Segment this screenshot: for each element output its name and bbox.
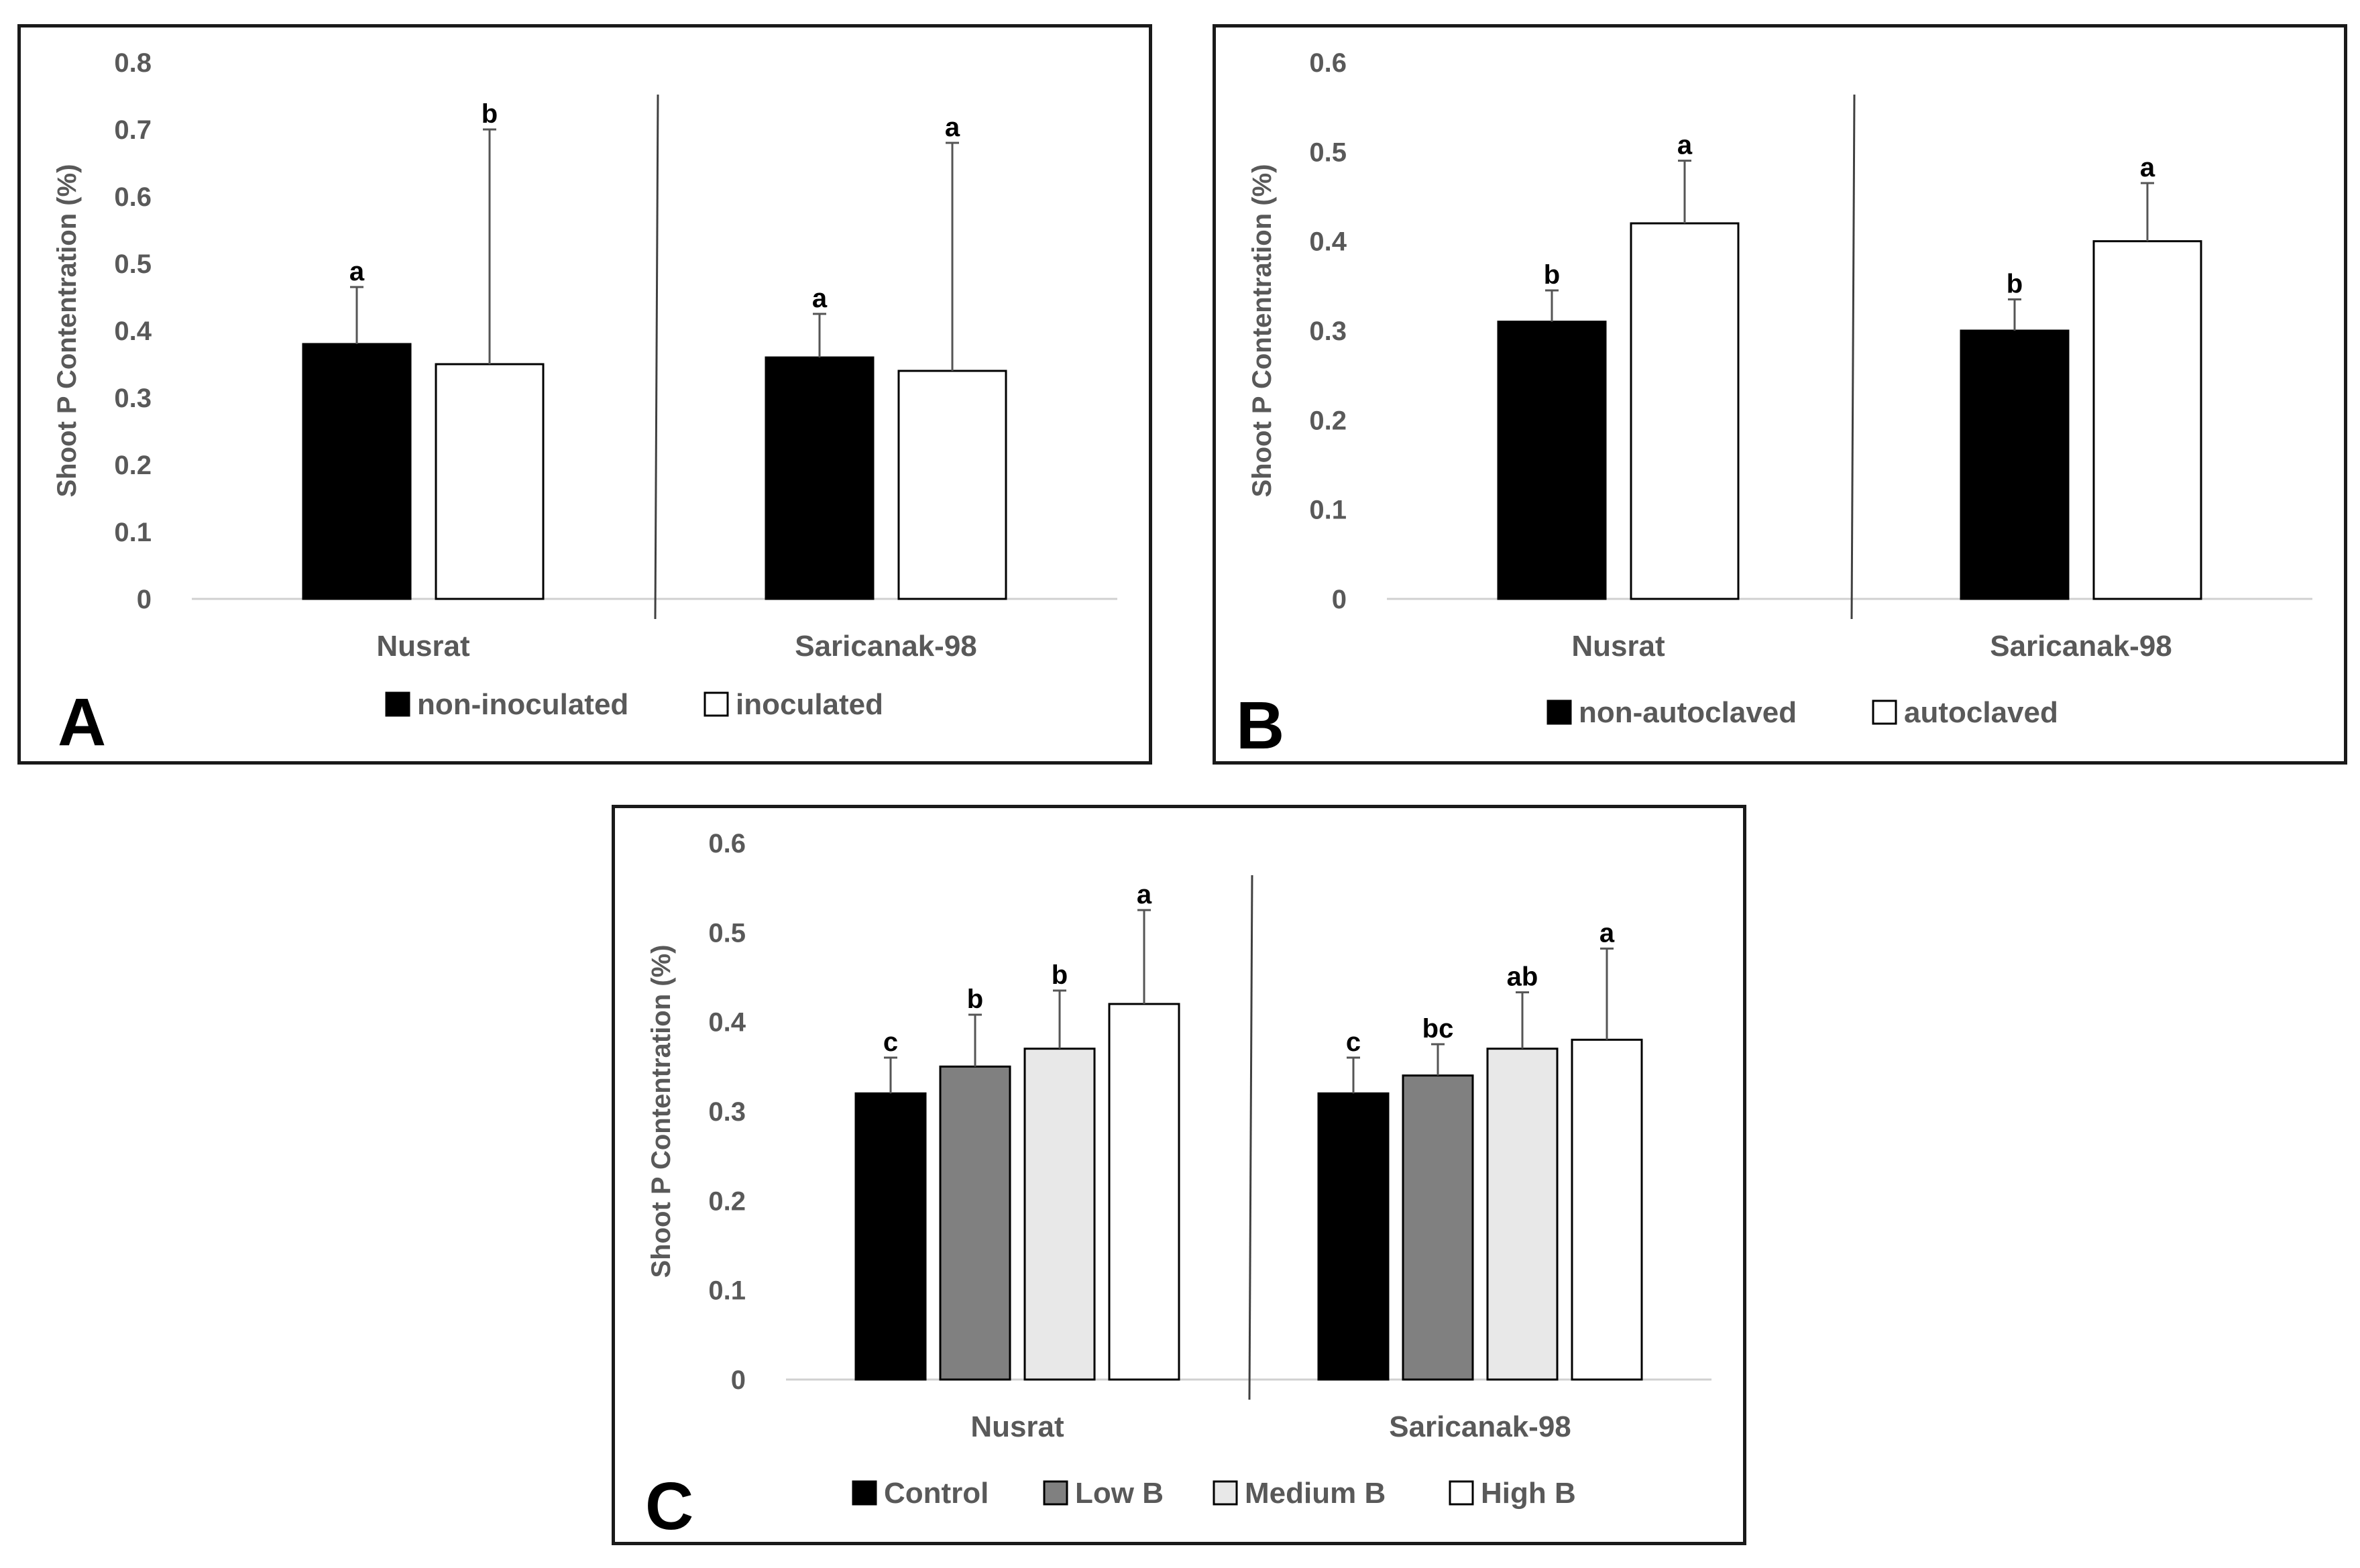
significance-letter: a: [2140, 153, 2155, 182]
legend-swatch: [704, 691, 729, 717]
chart-panel-a: Shoot P Contentration (%) 0 0.1 0.2 0.3 0.4 0.…: [17, 24, 1152, 765]
y-axis-title: Shoot P Contentration (%): [647, 945, 676, 1278]
legend-swatch: [1872, 699, 1897, 725]
significance-letter: b: [1052, 960, 1068, 990]
y-axis-title: Shoot P Contentration (%): [52, 164, 82, 498]
legend-swatch: [852, 1480, 877, 1506]
significance-letter: c: [1346, 1027, 1361, 1057]
significance-letter: bc: [1422, 1014, 1454, 1044]
y-tick-label: 0.3: [114, 384, 152, 413]
legend-label: Medium B: [1245, 1477, 1386, 1510]
significance-letter: a: [945, 113, 960, 142]
y-tick-label: 0.1: [114, 518, 152, 547]
bar: [1960, 329, 2070, 600]
panel-label: A: [58, 685, 106, 760]
significance-letter: b: [1544, 260, 1560, 290]
y-axis-title: Shoot P Contentration (%): [1247, 164, 1277, 498]
bar: [1317, 1092, 1390, 1381]
bar: [1023, 1048, 1096, 1381]
y-tick-label: 0.6: [1309, 48, 1347, 78]
x-category-label: Saricanak-98: [795, 630, 977, 663]
legend-swatch: [1547, 699, 1572, 725]
chart-panel-c: Shoot P Contentration (%) 0 0.1 0.2 0.3 0.4 0.…: [612, 805, 1746, 1545]
legend-label: inoculated: [736, 688, 883, 721]
bar: [854, 1092, 927, 1381]
y-tick-label: 0.1: [1309, 496, 1347, 525]
legend-label: non-inoculated: [417, 688, 628, 721]
panel-label: B: [1236, 688, 1284, 761]
y-tick-label: 0.6: [708, 829, 746, 858]
y-tick-label: 0: [137, 585, 152, 614]
bar: [897, 370, 1007, 600]
panel-label: C: [645, 1469, 693, 1542]
significance-letter: a: [1677, 131, 1693, 160]
significance-letter: ab: [1507, 962, 1538, 992]
group-divider: [1248, 875, 1253, 1400]
bar: [765, 356, 875, 600]
group-divider: [1850, 94, 1856, 620]
y-tick-label: 0.4: [114, 317, 152, 346]
y-tick-label: 0.2: [114, 451, 152, 480]
y-tick-label: 0.6: [114, 182, 152, 212]
significance-letter: c: [883, 1027, 898, 1057]
legend-swatch: [1449, 1480, 1474, 1506]
y-tick-label: 0.3: [708, 1097, 746, 1127]
bar: [1108, 1003, 1180, 1381]
y-tick-label: 0: [731, 1365, 746, 1395]
y-tick-label: 0.4: [1309, 227, 1347, 257]
significance-letter: a: [1599, 918, 1615, 948]
x-category-label: Nusrat: [970, 1410, 1064, 1443]
chart-svg: Shoot P Contentration (%) 0 0.1 0.2 0.3 0.4 0.…: [1236, 48, 2312, 761]
y-tick-label: 0: [1332, 585, 1347, 614]
legend-label: non-autoclaved: [1579, 696, 1797, 729]
significance-letter: b: [2007, 269, 2023, 298]
y-tick-label: 0.7: [114, 115, 152, 145]
chart-svg: Shoot P Contentration (%) 0 0.1 0.2 0.3 0.4 0.…: [52, 48, 1117, 760]
x-category-label: Saricanak-98: [1389, 1410, 1571, 1443]
chart-panel-b: Shoot P Contentration (%) 0 0.1 0.2 0.3 0.4 0.…: [1213, 24, 2347, 765]
legend-swatch: [1043, 1480, 1068, 1506]
y-tick-label: 0.1: [708, 1276, 746, 1306]
y-tick-label: 0.4: [708, 1008, 746, 1038]
bar: [1402, 1074, 1474, 1381]
bar: [939, 1065, 1011, 1381]
y-tick-label: 0.8: [114, 48, 152, 78]
group-divider: [654, 94, 659, 620]
significance-letter: a: [812, 284, 828, 313]
y-tick-label: 0.2: [708, 1186, 746, 1216]
y-tick-label: 0.3: [1309, 317, 1347, 346]
bar: [1497, 321, 1607, 600]
y-tick-label: 0.2: [1309, 406, 1347, 435]
x-category-label: Nusrat: [376, 630, 470, 663]
legend-label: autoclaved: [1904, 696, 2058, 729]
bar: [1571, 1038, 1643, 1381]
bar: [1486, 1048, 1559, 1381]
legend-label: Control: [884, 1477, 989, 1510]
legend-swatch: [385, 691, 410, 717]
bar: [1630, 222, 1740, 600]
legend-label: High B: [1481, 1477, 1576, 1510]
bar: [2092, 240, 2202, 600]
bar: [435, 363, 545, 600]
x-category-label: Saricanak-98: [1990, 630, 2172, 663]
legend-swatch: [1213, 1480, 1238, 1506]
significance-letter: b: [482, 99, 498, 129]
y-tick-label: 0.5: [114, 249, 152, 279]
y-tick-label: 0.5: [1309, 137, 1347, 167]
chart-svg: Shoot P Contentration (%) 0 0.1 0.2 0.3 0.4 0.…: [645, 829, 1711, 1542]
significance-letter: b: [967, 985, 983, 1014]
legend-label: Low B: [1075, 1477, 1164, 1510]
significance-letter: a: [349, 257, 365, 286]
bar: [302, 343, 412, 600]
significance-letter: a: [1137, 880, 1152, 909]
y-tick-label: 0.5: [708, 918, 746, 948]
x-category-label: Nusrat: [1571, 630, 1665, 663]
